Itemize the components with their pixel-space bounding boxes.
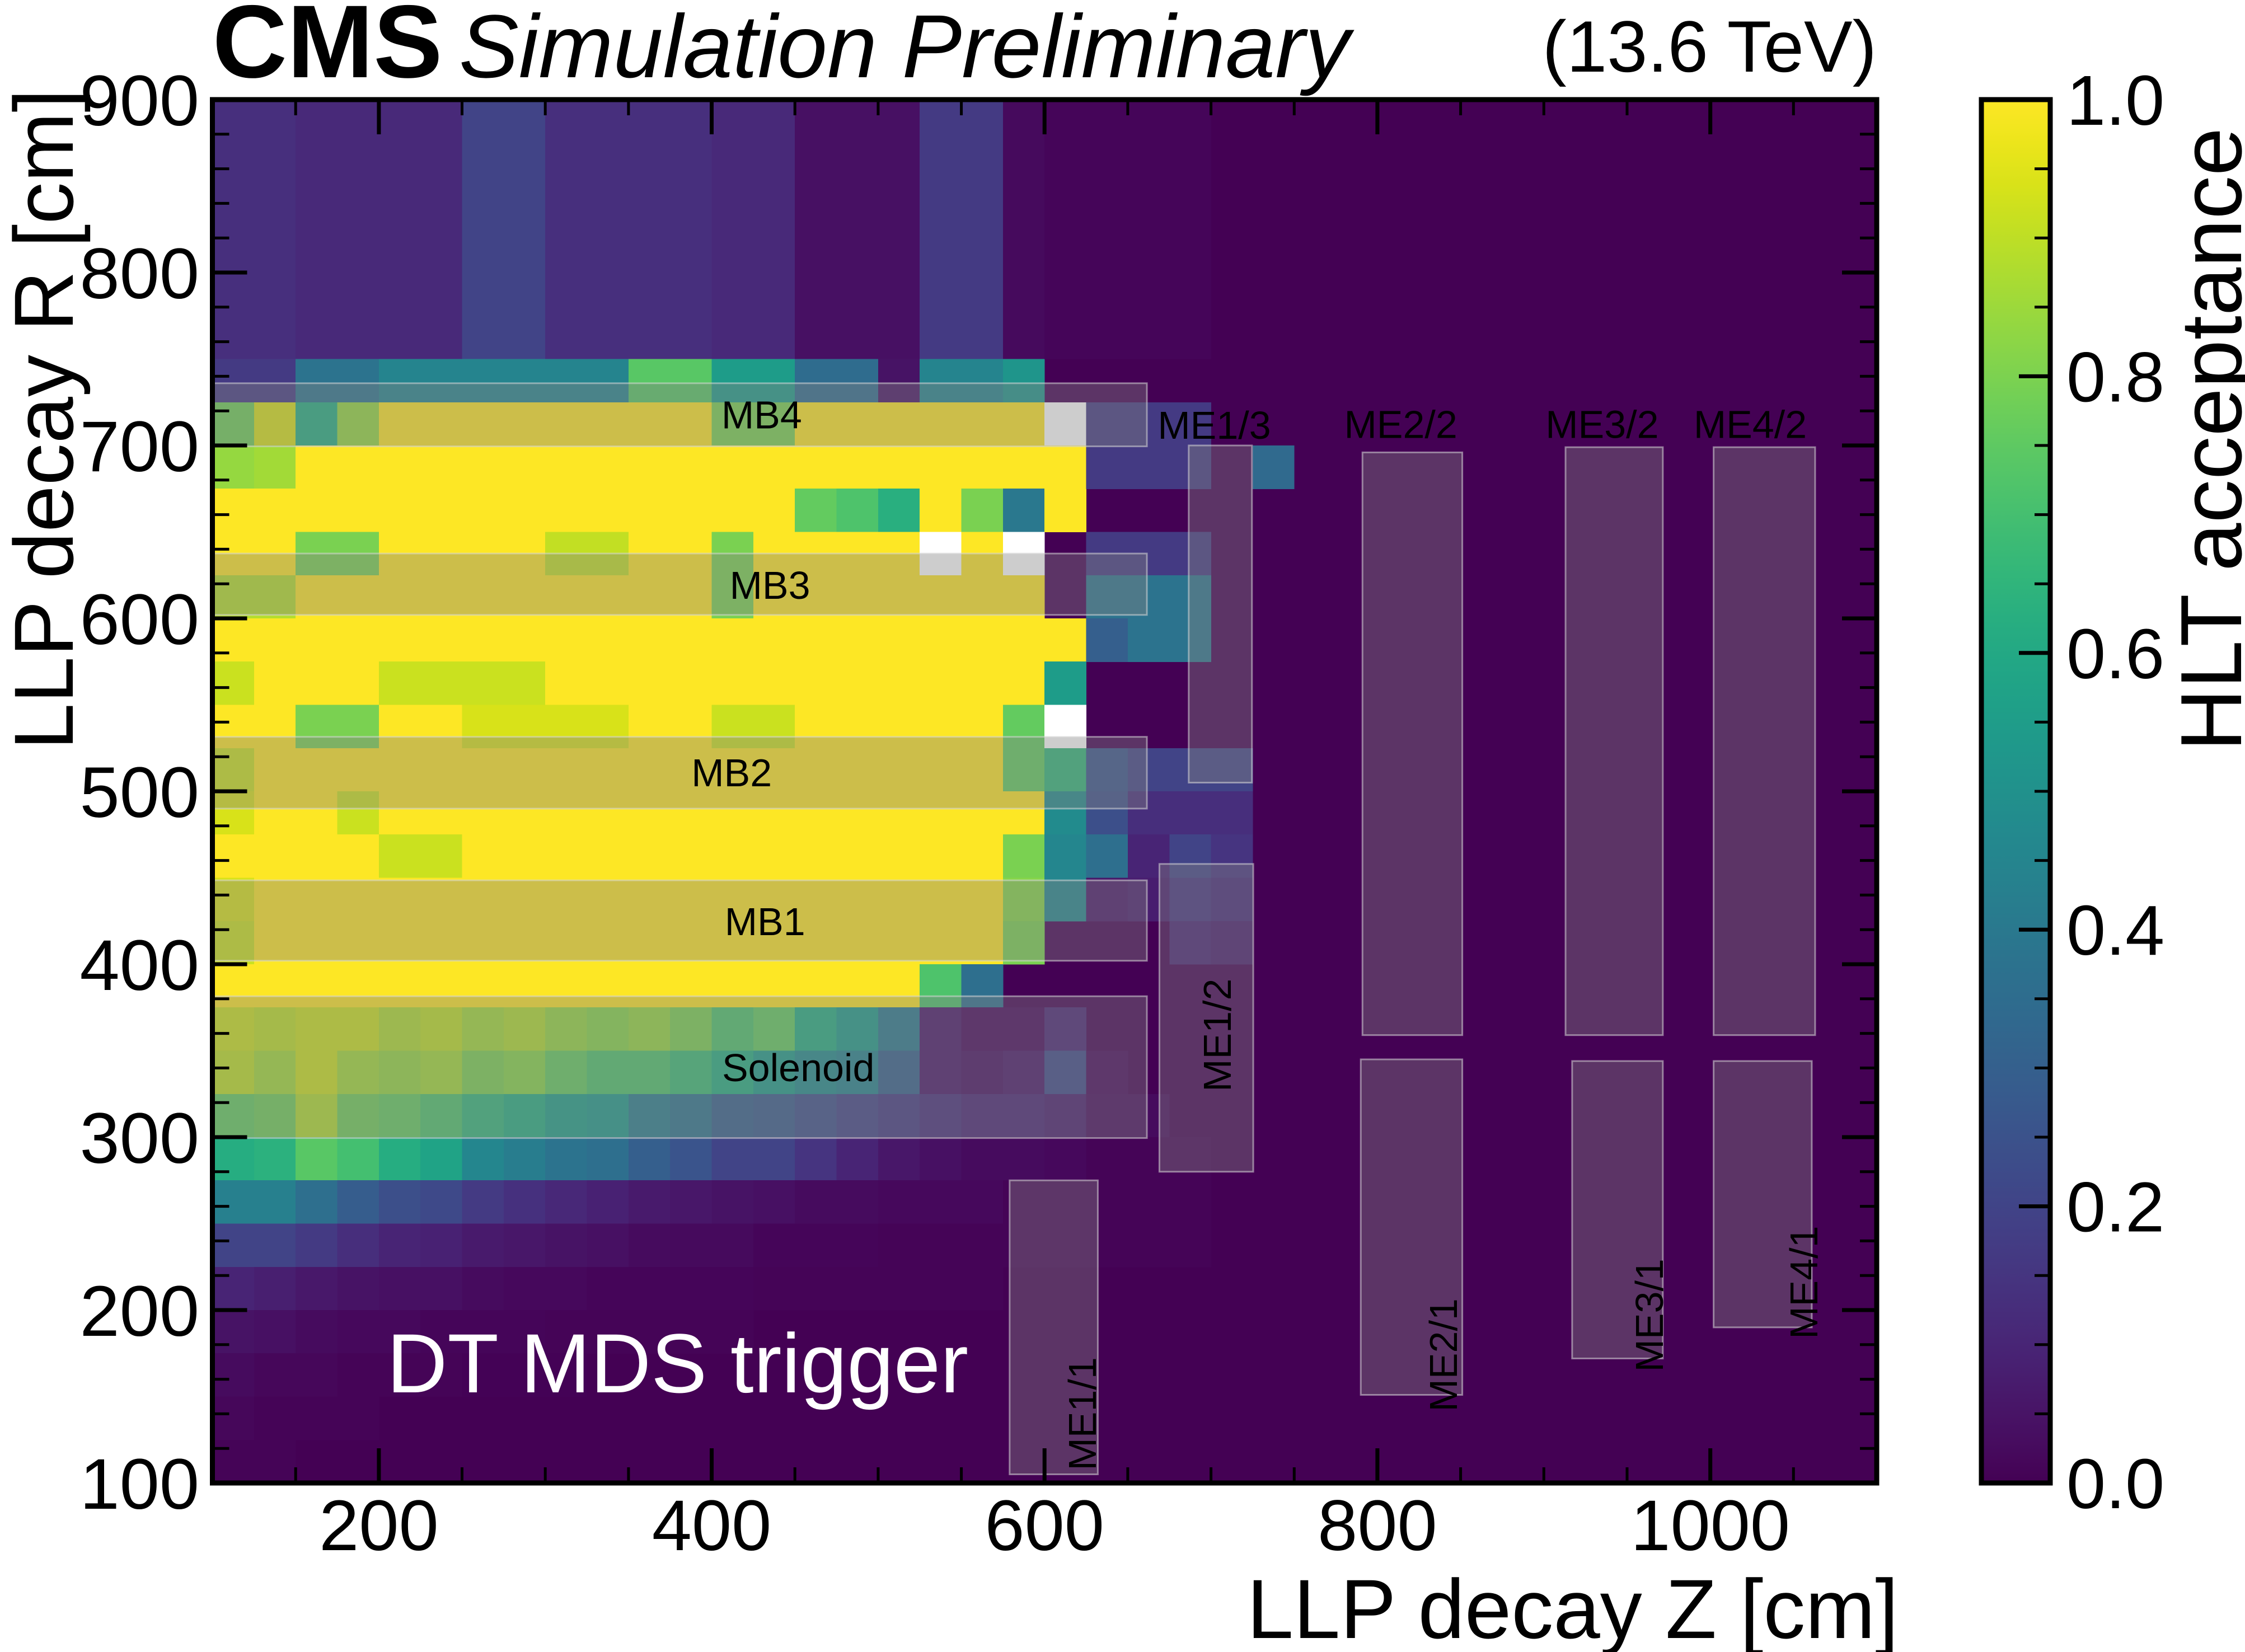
svg-text:ME4/1: ME4/1 (1782, 1226, 1826, 1339)
svg-text:200: 200 (79, 1271, 199, 1351)
svg-text:400: 400 (79, 926, 199, 1006)
svg-text:600: 600 (985, 1486, 1104, 1566)
svg-text:700: 700 (79, 407, 199, 487)
svg-text:1000: 1000 (1630, 1486, 1790, 1566)
svg-text:0.4: 0.4 (2066, 891, 2164, 970)
svg-text:300: 300 (79, 1099, 199, 1179)
svg-text:DT MDS trigger: DT MDS trigger (387, 1316, 968, 1410)
svg-text:ME4/2: ME4/2 (1694, 403, 1807, 447)
svg-text:0.0: 0.0 (2066, 1444, 2164, 1523)
svg-text:LLP decay R [cm]: LLP decay R [cm] (0, 89, 91, 750)
svg-text:0.2: 0.2 (2066, 1168, 2164, 1247)
svg-text:400: 400 (652, 1486, 772, 1566)
svg-text:600: 600 (79, 580, 199, 660)
svg-text:ME2/2: ME2/2 (1344, 403, 1457, 447)
svg-text:ME2/1: ME2/1 (1422, 1298, 1465, 1411)
svg-text:HLT acceptance: HLT acceptance (2163, 128, 2245, 751)
svg-text:MB2: MB2 (691, 751, 772, 795)
svg-text:800: 800 (1318, 1486, 1437, 1566)
svg-text:MB4: MB4 (721, 393, 802, 437)
svg-text:100: 100 (79, 1444, 199, 1524)
svg-text:900: 900 (79, 61, 199, 141)
svg-text:Solenoid: Solenoid (722, 1046, 874, 1090)
svg-text:ME1/3: ME1/3 (1157, 403, 1271, 447)
svg-text:Simulation Preliminary: Simulation Preliminary (459, 0, 1355, 96)
svg-text:ME1/2: ME1/2 (1196, 979, 1239, 1092)
svg-text:ME3/2: ME3/2 (1545, 403, 1658, 447)
svg-text:MB3: MB3 (730, 564, 810, 607)
svg-text:1.0: 1.0 (2066, 61, 2164, 140)
svg-text:0.8: 0.8 (2066, 337, 2164, 416)
svg-text:ME1/1: ME1/1 (1061, 1357, 1104, 1470)
svg-text:MB1: MB1 (725, 900, 805, 944)
svg-text:0.6: 0.6 (2066, 614, 2164, 693)
svg-text:CMS: CMS (213, 0, 443, 100)
svg-text:ME3/1: ME3/1 (1628, 1259, 1671, 1372)
svg-text:200: 200 (319, 1486, 439, 1566)
svg-text:500: 500 (79, 753, 199, 833)
svg-text:(13.6 TeV): (13.6 TeV) (1543, 6, 1877, 87)
svg-text:800: 800 (79, 234, 199, 314)
svg-text:LLP decay Z [cm]: LLP decay Z [cm] (1247, 1562, 1899, 1652)
